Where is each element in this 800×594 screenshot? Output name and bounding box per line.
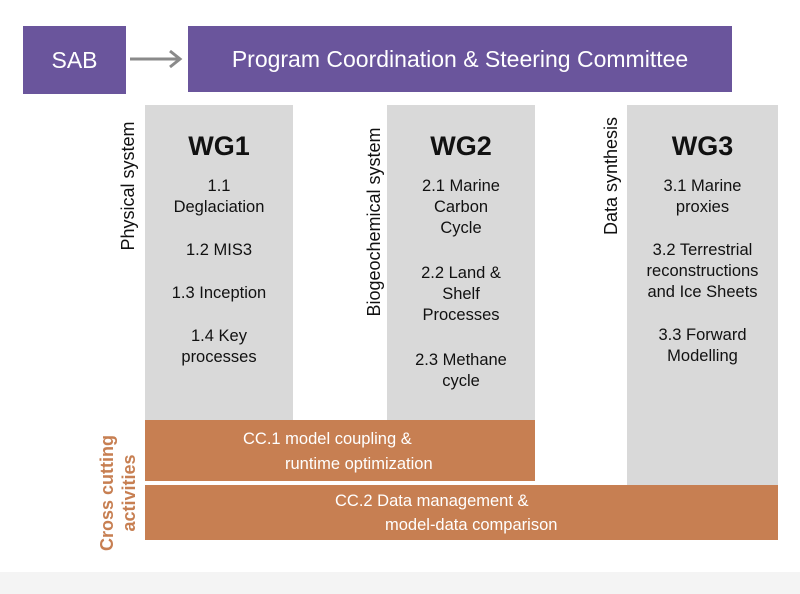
wg1-item: 1.4 Key processes bbox=[181, 327, 257, 366]
committee-label: Program Coordination & Steering Committe… bbox=[231, 45, 689, 72]
wg1-column: WG1 1.1 Deglaciation 1.2 MIS3 1.3 Incept… bbox=[145, 105, 293, 421]
wg3-item: 3.3 Forward Modelling bbox=[658, 326, 747, 365]
footer-strip bbox=[0, 572, 800, 594]
wg1-item: 1.1 Deglaciation bbox=[173, 177, 265, 216]
wg1-title: WG1 bbox=[188, 131, 250, 161]
wg1-item: 1.3 Inception bbox=[171, 284, 267, 302]
cc2-line-1: CC.2 Data management & bbox=[335, 492, 529, 510]
wg3-item: 3.1 Marine proxies bbox=[663, 177, 742, 216]
biogeochemical-system-label: Biogeochemical system bbox=[364, 127, 384, 317]
physical-system-label: Physical system bbox=[118, 121, 138, 251]
wg3-column: WG3 3.1 Marine proxies 3.2 Terrestrial r… bbox=[627, 105, 778, 485]
arrow-icon bbox=[130, 49, 183, 69]
wg1-item: 1.2 MIS3 bbox=[185, 241, 253, 259]
wg2-column: WG2 2.1 Marine Carbon Cycle 2.2 Land & S… bbox=[387, 105, 535, 421]
wg2-item: 2.1 Marine Carbon Cycle bbox=[422, 177, 500, 237]
cross-cutting-label: Cross cutting activities bbox=[97, 435, 139, 552]
wg2-item: 2.3 Methane cycle bbox=[415, 351, 507, 390]
cc1-line-2: runtime optimization bbox=[285, 455, 433, 473]
wg2-item: 2.2 Land & Shelf Processes bbox=[421, 264, 501, 324]
cc2-line-2: model-data comparison bbox=[385, 516, 558, 534]
wg3-title: WG3 bbox=[671, 131, 734, 161]
sab-label: SAB bbox=[51, 46, 98, 73]
data-synthesis-label: Data synthesis bbox=[601, 116, 621, 236]
committee-box: Program Coordination & Steering Committe… bbox=[188, 26, 732, 92]
cc2-bar: CC.2 Data management & model-data compar… bbox=[145, 485, 778, 540]
wg3-item: 3.2 Terrestrial reconstructions and Ice … bbox=[646, 241, 759, 301]
cc1-line-1: CC.1 model coupling & bbox=[243, 430, 412, 448]
cc1-bar: CC.1 model coupling & runtime optimizati… bbox=[145, 420, 535, 481]
sab-box: SAB bbox=[23, 26, 126, 94]
wg2-title: WG2 bbox=[430, 131, 492, 161]
